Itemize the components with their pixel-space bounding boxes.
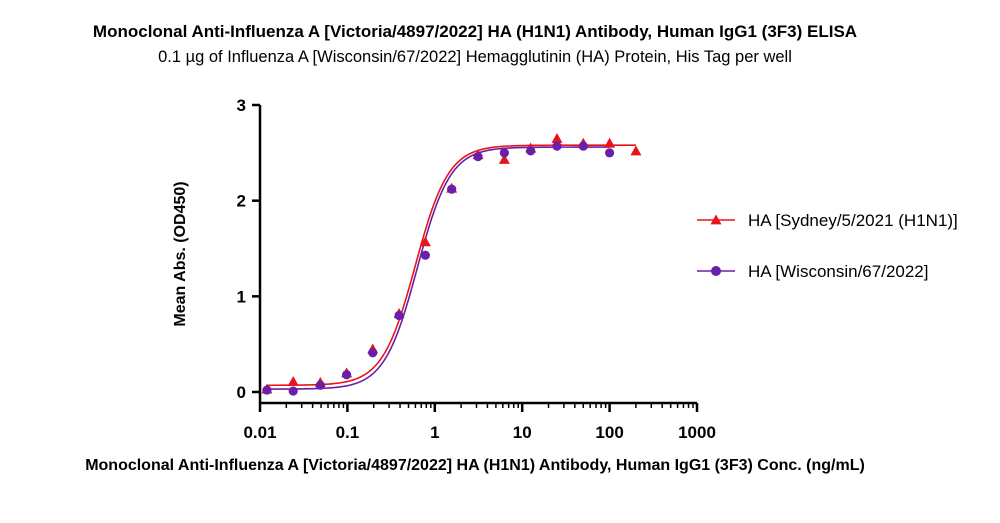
data-point-1 <box>551 132 563 143</box>
x-tick-label: 0.1 <box>336 423 360 442</box>
data-point-2 <box>526 146 536 156</box>
legend: HA [Sydney/5/2021 (H1N1)] HA [Wisconsin/6… <box>697 211 958 281</box>
legend-label-1: HA [Sydney/5/2021 (H1N1)] <box>748 211 958 230</box>
data-point-2 <box>420 250 430 260</box>
x-axis-title: Monoclonal Anti-Influenza A [Victoria/48… <box>85 457 865 474</box>
data-point-2 <box>315 380 325 390</box>
y-tick-label: 1 <box>237 287 246 306</box>
data-point-2 <box>499 148 509 158</box>
legend-label-2: HA [Wisconsin/67/2022] <box>748 262 928 281</box>
chart-title: Monoclonal Anti-Influenza A [Victoria/48… <box>92 22 858 41</box>
y-tick-label: 0 <box>237 383 246 402</box>
x-tick-label: 1000 <box>678 423 716 442</box>
y-axis-title: Mean Abs. (OD450) <box>172 181 189 326</box>
data-point-1 <box>498 154 510 164</box>
data-point-2 <box>394 310 404 321</box>
data-point-2 <box>342 370 352 380</box>
fit-curve-2 <box>266 146 610 390</box>
data-point-2 <box>578 141 588 151</box>
fit-curve-1 <box>266 144 636 387</box>
data-point-2 <box>605 148 615 158</box>
data-point-1 <box>630 145 642 156</box>
data-point-2 <box>447 184 457 194</box>
data-point-2 <box>473 152 483 162</box>
x-tick-label: 100 <box>595 423 623 442</box>
data-point-1 <box>287 375 299 386</box>
data-point-2 <box>552 141 562 151</box>
x-tick-label: 10 <box>513 423 532 442</box>
x-tick-label: 0.01 <box>243 423 276 442</box>
y-tick-label: 3 <box>237 96 246 115</box>
chart-subtitle: 0.1 µg of Influenza A [Wisconsin/67/2022… <box>158 48 792 66</box>
data-point-2 <box>288 386 298 396</box>
y-tick-label: 2 <box>237 192 246 211</box>
legend-marker-2 <box>711 266 721 276</box>
x-tick-label: 1 <box>430 423 439 442</box>
data-point-2 <box>368 348 378 358</box>
data-point-1 <box>604 137 616 148</box>
data-point-1 <box>419 236 431 247</box>
data-point-2 <box>262 385 272 395</box>
legend-marker-1 <box>710 214 722 225</box>
